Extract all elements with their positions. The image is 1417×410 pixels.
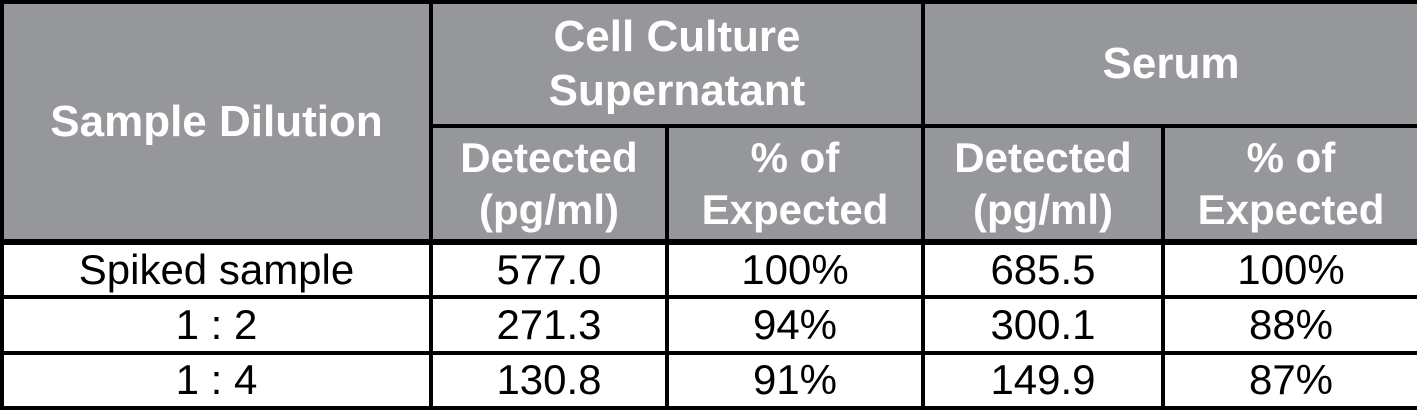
- cell-ccs-percent: 94%: [665, 295, 925, 355]
- subheader-ccs-percent-expected: % of Expected: [665, 124, 925, 245]
- cell-ccs-detected: 271.3: [429, 295, 669, 355]
- header-group-serum: Serum: [920, 0, 1417, 128]
- cell-serum-detected: 149.9: [921, 350, 1165, 410]
- header-group-cell-culture-supernatant: Cell Culture Supernatant: [429, 0, 925, 128]
- cell-ccs-detected: 130.8: [429, 350, 669, 410]
- subheader-serum-percent-expected: % of Expected: [1160, 124, 1417, 245]
- group-header-row: Sample Dilution Cell Culture Supernatant…: [0, 0, 1417, 245]
- cell-dilution-label: Spiked sample: [0, 239, 433, 300]
- cell-serum-percent: 100%: [1160, 239, 1417, 300]
- header-sample-dilution: Sample Dilution: [0, 0, 433, 245]
- subheader-row: Detected (pg/ml) % of Expected Detected …: [2, 124, 1417, 245]
- cell-dilution-label: 1 : 4: [0, 350, 433, 410]
- table-row-1-2: 1 : 2 271.3 94% 300.1 88%: [0, 295, 1417, 355]
- cell-ccs-percent: 91%: [665, 350, 925, 410]
- cell-ccs-detected: 577.0: [429, 239, 669, 300]
- table-body: Spiked sample 577.0 100% 685.5 100% 1 : …: [0, 239, 1417, 410]
- table-row-spiked-sample: Spiked sample 577.0 100% 685.5 100%: [0, 239, 1417, 300]
- cell-serum-detected: 685.5: [921, 239, 1165, 300]
- table-header: Sample Dilution Cell Culture Supernatant…: [0, 0, 1417, 245]
- cell-dilution-label: 1 : 2: [0, 295, 433, 355]
- subheader-serum-detected: Detected (pg/ml): [921, 124, 1165, 245]
- cell-serum-detected: 300.1: [921, 295, 1165, 355]
- cell-ccs-percent: 100%: [665, 239, 925, 300]
- table-row-1-4: 1 : 4 130.8 91% 149.9 87%: [0, 350, 1417, 410]
- cell-serum-percent: 87%: [1160, 350, 1417, 410]
- cell-serum-percent: 88%: [1160, 295, 1417, 355]
- subheader-ccs-detected: Detected (pg/ml): [429, 124, 669, 245]
